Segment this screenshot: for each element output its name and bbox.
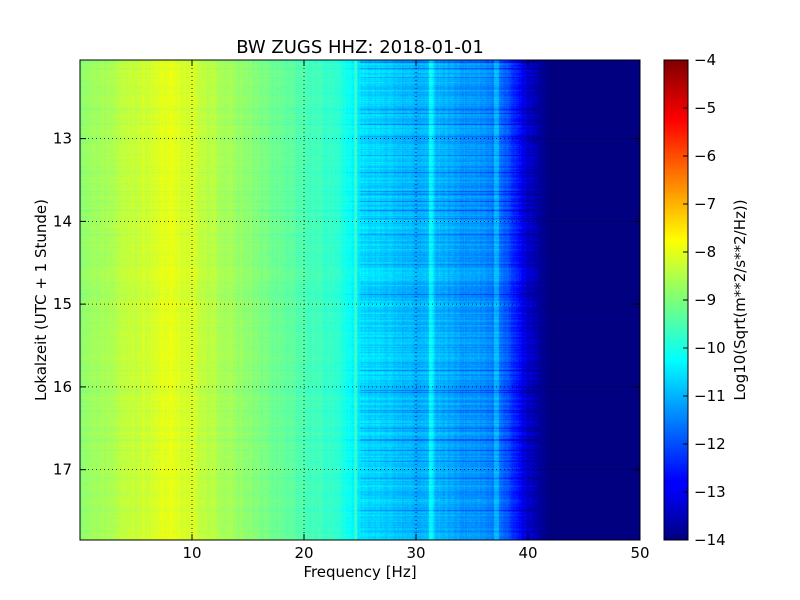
- heatmap-area: [80, 60, 640, 540]
- y-tick-label: 13: [53, 130, 72, 148]
- x-axis-ticks: 10 20 30 40 50: [182, 60, 650, 562]
- colorbar-tick-label: −6: [694, 147, 716, 165]
- heatmap-canvas: [80, 60, 640, 540]
- colorbar-tick-label: −9: [694, 291, 716, 309]
- colorbar-label: Log10(Sqrt(m**2/s**2/Hz)): [731, 199, 749, 400]
- y-tick-label: 17: [53, 461, 72, 479]
- colorbar-tick-label: −11: [694, 387, 726, 405]
- colorbar-tick-label: −10: [694, 339, 726, 357]
- y-axis-ticks: 13 14 15 16 17: [53, 130, 640, 479]
- colorbar-tick-label: −7: [694, 195, 716, 213]
- colorbar-tick-label: −5: [694, 99, 716, 117]
- chart-title: BW ZUGS HHZ: 2018-01-01: [236, 37, 484, 58]
- colorbar-tick-label: −14: [694, 531, 726, 549]
- x-tick-label: 40: [518, 544, 537, 562]
- x-tick-label: 50: [630, 544, 649, 562]
- y-tick-label: 15: [53, 295, 72, 313]
- colorbar-tick-label: −12: [694, 435, 726, 453]
- plot-frame: [79, 59, 641, 541]
- colorbar-ticks: −4 −5 −6 −7 −8 −9 −10 −11 −12 −13 −14: [683, 51, 726, 549]
- colorbar-tick-label: −8: [694, 243, 716, 261]
- x-axis-label: Frequency [Hz]: [303, 563, 416, 581]
- y-axis-label: Lokalzeit (UTC + 1 Stunde): [32, 199, 50, 401]
- colorbar-tick-label: −13: [694, 483, 726, 501]
- y-tick-label: 16: [53, 378, 72, 396]
- grid-lines: [80, 60, 640, 540]
- x-tick-label: 30: [406, 544, 425, 562]
- y-tick-label: 14: [53, 212, 72, 230]
- colorbar-tick-label: −4: [694, 51, 716, 69]
- x-tick-label: 20: [294, 544, 313, 562]
- x-tick-label: 10: [182, 544, 201, 562]
